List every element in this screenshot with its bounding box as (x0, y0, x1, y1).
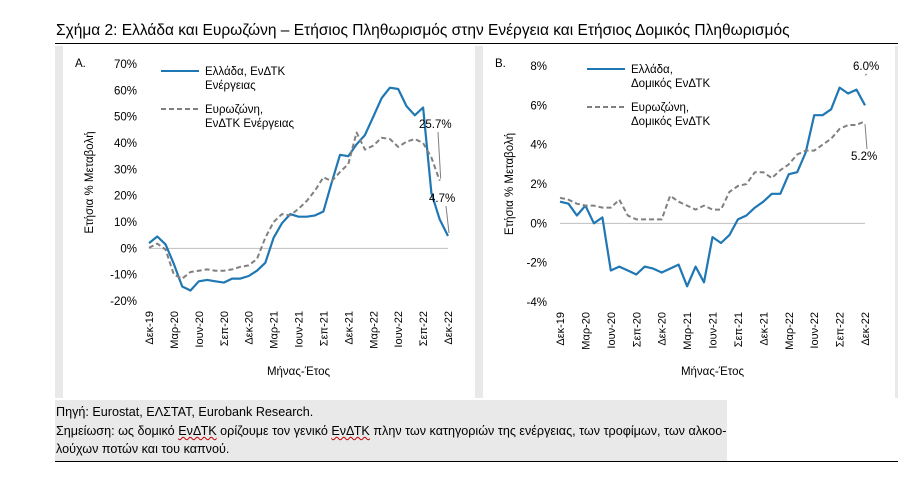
x-tick-label: Δεκ-22 (443, 311, 455, 345)
x-axis-title: Μήνας-Έτος (681, 366, 745, 378)
greece-series-line (148, 86, 449, 292)
y-tick-label: 10% (114, 217, 137, 229)
title-rule (55, 43, 898, 44)
x-tick-label: Ιουν-21 (294, 311, 306, 348)
x-tick-label: Δεκ-22 (860, 312, 872, 346)
definition-note: Σημείωση: ως δομικό ΕνΔΤΚ ορίζουμε τον γ… (56, 424, 726, 438)
x-tick-label: Ιουν-22 (809, 312, 821, 349)
y-axis-title: Ετήσια % Μεταβολή (504, 133, 516, 235)
eurozone-series-line (559, 120, 866, 221)
note-term-2: ΕνΔΤΚ (331, 424, 370, 438)
y-tick-label: 60% (114, 85, 137, 97)
x-tick-label: Μαρ-21 (682, 312, 694, 350)
y-tick-label: 8% (530, 61, 547, 73)
x-tick-label: Μαρ-21 (269, 311, 281, 349)
y-tick-label: -10% (110, 270, 137, 282)
note-mid: ορίζουμε τον γενικό (216, 424, 332, 438)
x-tick-label: Δεκ-19 (555, 312, 567, 346)
notes-box (55, 400, 727, 462)
note-rest: πλην των κατηγοριών της ενέργειας, των τ… (369, 424, 727, 438)
x-tick-label: Ιουν-20 (606, 312, 618, 349)
annotation-leader-eurozone (864, 124, 868, 150)
x-tick-label: Μαρ-22 (784, 312, 796, 350)
plot-area-b: B. -4% -2% 0% 2% 4% 6% 8% Δεκ-19 Μαρ-20 Ιουν-20 Σεπ… (483, 46, 895, 398)
x-tick-label: Σεπ-21 (733, 312, 745, 347)
y-tick-label: 4% (530, 140, 547, 152)
x-tick-label: Δεκ-20 (657, 312, 669, 346)
chart-panel-b: B. -4% -2% 0% 2% 4% 6% 8% Δεκ-19 Μαρ-20 Ιουν-20 Σεπ… (475, 46, 898, 398)
greece-series-line (559, 86, 866, 288)
legend-entry-text: Ελλάδα, ΕνΔΤΚ (205, 66, 286, 78)
x-tick-label: Σεπ-22 (835, 312, 847, 347)
plot-area-a: A. -20% -10% 0% 10% 20% 30% 40% 50% 60% 70% Δεκ-19 Μ… (63, 46, 468, 398)
y-axis-title: Ετήσια % Μεταβολή (84, 131, 96, 233)
annotation-leader-eurozone (437, 131, 442, 179)
x-tick-label: Δεκ-21 (343, 311, 355, 345)
legend-entry-text: Δομικός ΕνΔΤΚ (631, 116, 710, 128)
x-tick-label: Σεπ-20 (631, 312, 643, 347)
x-tick-label: Σεπ-22 (418, 311, 430, 346)
definition-note-cont: λούχων ποτών και του καπνού. (56, 442, 230, 456)
eurozone-series-line (148, 131, 441, 280)
annotation-leader-greece (864, 73, 868, 76)
panel-label: A. (75, 58, 86, 70)
chart-b: B. -4% -2% 0% 2% 4% 6% 8% Δεκ-19 Μαρ-20 Ιουν-20 Σεπ… (495, 58, 879, 378)
y-tick-label: 2% (530, 179, 547, 191)
annotation-eurozone-end: 25.7% (419, 119, 452, 131)
annotation-greece-end: 6.0% (853, 61, 879, 73)
x-tick-label: Ιουν-20 (194, 311, 206, 348)
y-tick-label: 20% (114, 191, 137, 203)
legend-entry-text: ΕνΔΤΚ Ενέργειας (205, 118, 294, 130)
y-tick-label: -2% (527, 258, 547, 270)
y-tick-label: 70% (114, 59, 137, 71)
source-note: Πηγή: Eurostat, ΕΛΣΤΑΤ, Eurobank Researc… (56, 405, 314, 419)
x-tick-label: Δεκ-20 (244, 311, 256, 345)
y-tick-label: -20% (110, 296, 137, 308)
x-tick-label: Μαρ-20 (580, 312, 592, 350)
x-tick-label: Δεκ-21 (758, 312, 770, 346)
figure-title: Σχήμα 2: Ελλάδα και Ευρωζώνη – Ετήσιος Π… (56, 22, 790, 39)
y-tick-label: 0% (530, 218, 547, 230)
y-tick-label: 50% (114, 112, 137, 124)
x-tick-label: Μαρ-20 (169, 311, 181, 349)
legend-entry-text: Ενέργειας (205, 80, 256, 92)
y-tick-label: 0% (120, 243, 137, 255)
legend-entry-text: Ελλάδα, (631, 64, 673, 76)
y-tick-label: -4% (527, 297, 547, 309)
x-tick-label: Ιουν-21 (708, 312, 720, 349)
legend-entry-text: Ευρωζώνη, (205, 104, 263, 116)
annotation-eurozone-end: 5.2% (851, 151, 877, 163)
x-tick-label: Σεπ-21 (318, 311, 330, 346)
note-term-1: ΕνΔΤΚ (178, 424, 217, 438)
chart-panel-a: A. -20% -10% 0% 10% 20% 30% 40% 50% 60% 70% Δεκ-19 Μ… (55, 46, 468, 398)
chart-a: A. -20% -10% 0% 10% 20% 30% 40% 50% 60% 70% Δεκ-19 Μ… (75, 58, 455, 378)
x-tick-label: Ιουν-22 (393, 311, 405, 348)
x-tick-label: Μαρ-22 (368, 311, 380, 349)
x-axis-title: Μήνας-Έτος (267, 366, 331, 378)
annotation-leader-greece (445, 205, 450, 234)
legend-entry-text: Ευρωζώνη, (631, 102, 689, 114)
y-tick-label: 40% (114, 138, 137, 150)
x-tick-label: Δεκ-19 (144, 311, 156, 345)
y-tick-label: 6% (530, 100, 547, 112)
y-tick-label: 30% (114, 164, 137, 176)
panel-label: B. (495, 58, 506, 70)
note-prefix: Σημείωση: ως δομικό (56, 424, 179, 438)
legend-entry-text: Δομικός ΕνΔΤΚ (631, 78, 710, 90)
annotation-greece-end: 4.7% (429, 193, 455, 205)
x-tick-label: Σεπ-20 (219, 311, 231, 346)
bottom-rule (55, 461, 898, 462)
